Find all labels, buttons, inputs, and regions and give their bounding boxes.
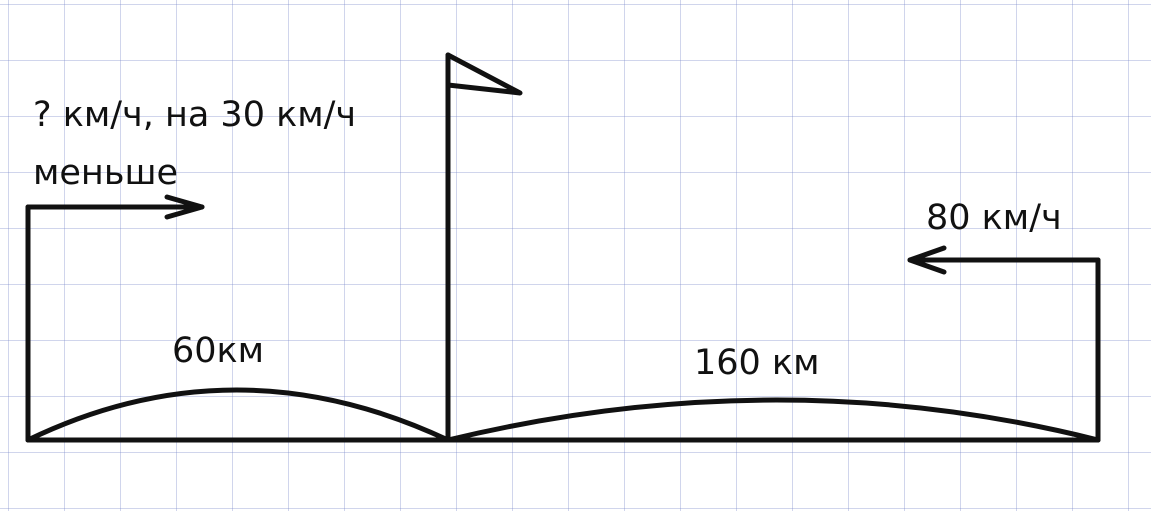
left-arrow-head — [164, 194, 205, 220]
left-speed-text-line1: ? км/ч, на 30 км/ч — [33, 95, 357, 135]
left-speed-text-line2: меньше — [33, 153, 179, 193]
right-arrow-head — [907, 245, 947, 275]
left-distance-arc — [25, 387, 451, 443]
right-distance-label: 160 км — [694, 343, 820, 383]
flag — [445, 52, 523, 96]
left-distance-label: 60км — [172, 331, 265, 371]
right-speed-label: 80 км/ч — [926, 198, 1062, 238]
right-distance-arc — [445, 397, 1101, 443]
